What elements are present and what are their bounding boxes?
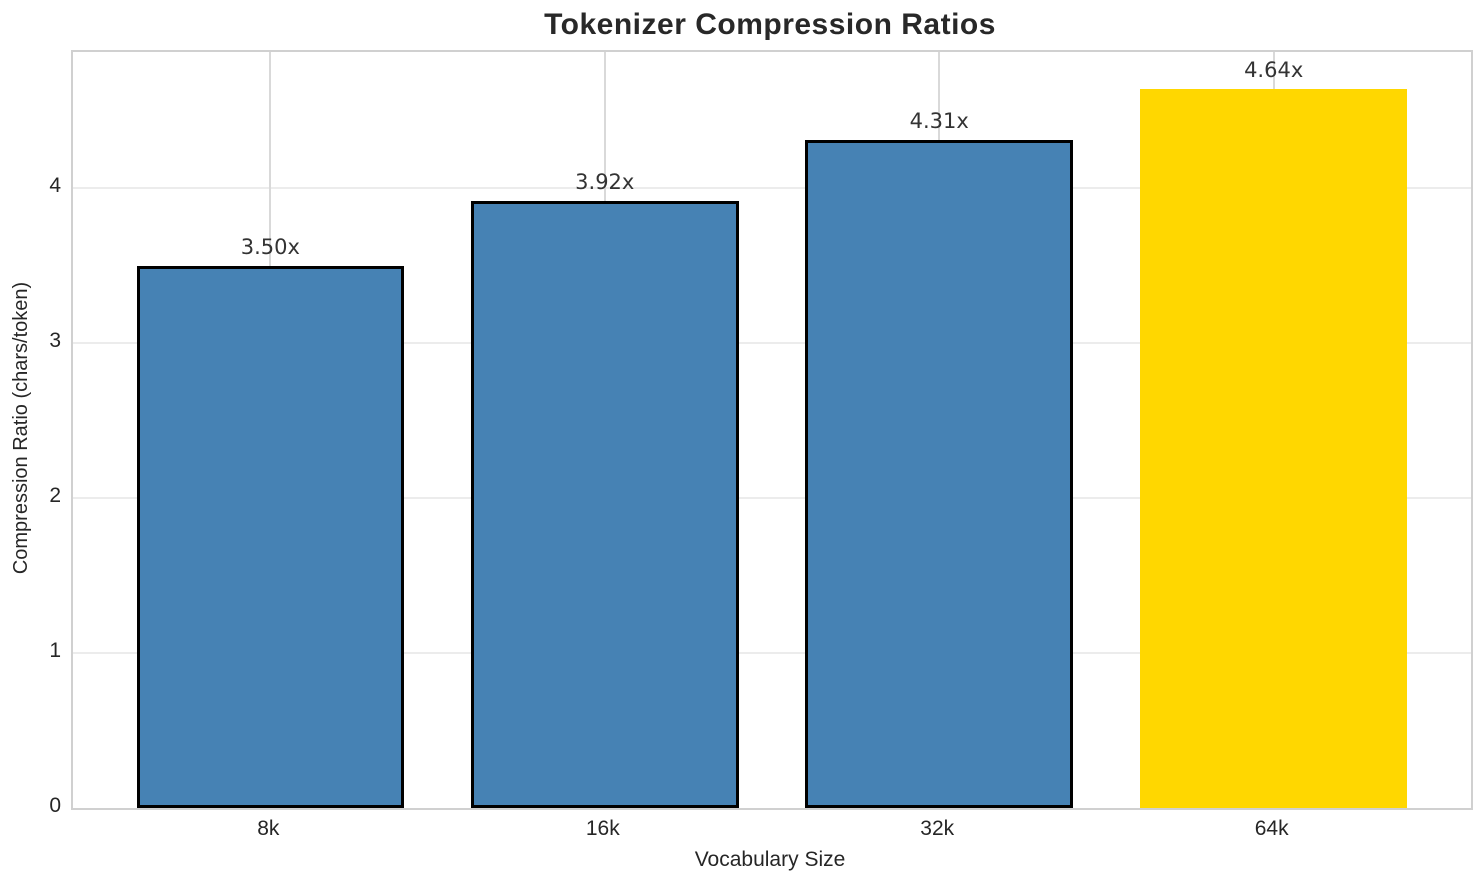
x-tick-label-64k: 64k bbox=[1254, 817, 1289, 840]
bar-value-label-8k: 3.50x bbox=[240, 234, 300, 259]
bar-8k bbox=[136, 265, 405, 808]
bar-value-label-16k: 3.92x bbox=[575, 169, 635, 194]
h-gridline-1 bbox=[73, 652, 1471, 655]
y-tick-label-4: 4 bbox=[49, 174, 61, 198]
bar-value-label-64k: 4.64x bbox=[1244, 58, 1304, 83]
y-tick-label-1: 1 bbox=[49, 639, 61, 663]
bar-64k bbox=[1139, 89, 1408, 808]
x-tick-label-8k: 8k bbox=[257, 817, 280, 840]
chart-title: Tokenizer Compression Ratios bbox=[544, 8, 996, 41]
h-gridline-3 bbox=[73, 342, 1471, 345]
bar-value-label-32k: 4.31x bbox=[909, 109, 969, 134]
h-gridline-2 bbox=[73, 497, 1471, 500]
x-tick-label-32k: 32k bbox=[920, 817, 955, 840]
bar-32k bbox=[805, 140, 1073, 808]
y-tick-label-3: 3 bbox=[49, 329, 61, 353]
y-axis-label: Compression Ratio (chars/token) bbox=[10, 281, 32, 575]
y-tick-label-2: 2 bbox=[49, 484, 61, 508]
h-gridline-4 bbox=[73, 187, 1471, 190]
x-axis-label: Vocabulary Size bbox=[694, 848, 846, 871]
bar-16k bbox=[470, 200, 739, 808]
y-tick-label-0: 0 bbox=[49, 794, 61, 817]
x-tick-label-16k: 16k bbox=[585, 817, 620, 840]
plot-area: 3.50x 3.92x 4.31x 4.64x bbox=[71, 50, 1473, 810]
